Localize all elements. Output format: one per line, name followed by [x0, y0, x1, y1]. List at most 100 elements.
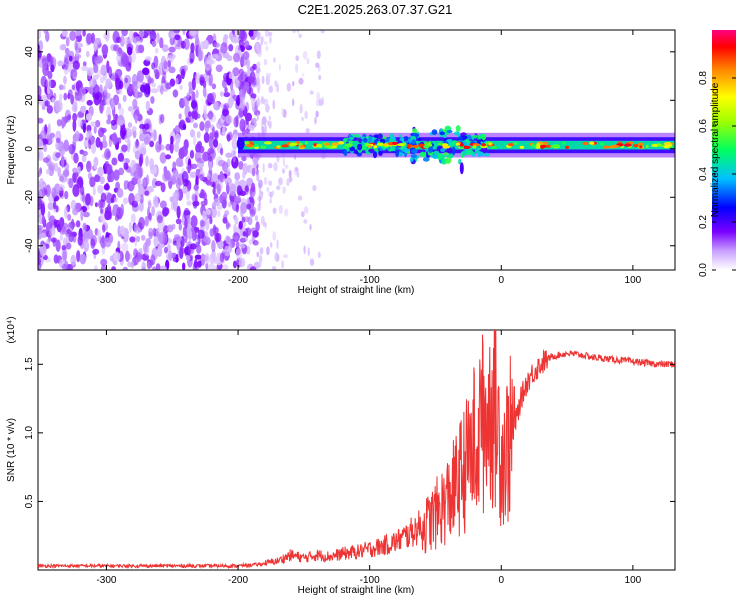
- noise-blob: [224, 86, 228, 94]
- noise-blob: [261, 75, 265, 85]
- noise-blob: [255, 69, 260, 79]
- noise-blob: [127, 122, 133, 128]
- carrier-turbulence: [476, 139, 482, 143]
- noise-blob: [86, 33, 93, 45]
- noise-blob: [68, 178, 74, 189]
- noise-blob: [260, 121, 263, 128]
- noise-blob: [318, 98, 323, 105]
- carrier-turbulence: [389, 146, 396, 152]
- noise-blob: [276, 239, 279, 250]
- noise-blob: [75, 30, 82, 37]
- carrier-peak: [442, 145, 451, 149]
- noise-blob: [238, 30, 246, 41]
- noise-blob: [72, 60, 80, 70]
- noise-blob: [162, 71, 167, 81]
- noise-blob: [199, 219, 205, 228]
- carrier-turbulence: [459, 162, 464, 175]
- noise-blob: [224, 245, 231, 257]
- noise-blob: [74, 130, 80, 140]
- spectrogram-y-ticks: -40 -20 0 20 40: [24, 46, 675, 253]
- noise-blob: [193, 135, 197, 146]
- noise-blob: [250, 97, 255, 108]
- noise-blob: [217, 159, 226, 167]
- noise-blob: [90, 121, 96, 127]
- noise-blob: [38, 188, 45, 200]
- noise-blob: [210, 181, 216, 188]
- noise-blob: [318, 74, 322, 80]
- noise-blob: [121, 242, 129, 252]
- noise-blob: [76, 178, 84, 189]
- noise-blob: [232, 232, 240, 243]
- noise-blob: [172, 169, 179, 179]
- noise-blob: [53, 200, 57, 210]
- colorbar-tick-label: 0.2: [698, 215, 709, 229]
- noise-blob: [272, 99, 276, 110]
- snr-x-ticks: -300 -200 -100 0 100: [96, 330, 642, 586]
- noise-blob: [256, 172, 260, 182]
- noise-blob: [217, 210, 221, 218]
- noise-blob: [134, 109, 140, 116]
- noise-blob: [171, 223, 176, 230]
- noise-blob: [50, 64, 55, 73]
- noise-blob: [105, 78, 112, 88]
- noise-blob: [263, 177, 268, 185]
- carrier-peak: [329, 145, 338, 149]
- noise-blob: [196, 131, 201, 139]
- carrier-turbulence: [363, 137, 368, 143]
- noise-blob: [178, 147, 185, 160]
- noise-blob: [189, 149, 195, 159]
- noise-blob: [72, 208, 79, 216]
- noise-blob: [295, 63, 299, 74]
- noise-blob: [76, 250, 81, 263]
- carrier-turbulence: [440, 148, 446, 153]
- carrier-turbulence: [373, 139, 378, 145]
- noise-blob: [156, 32, 160, 44]
- noise-blob: [223, 34, 229, 40]
- noise-blob: [229, 183, 236, 197]
- noise-blob: [200, 200, 207, 206]
- noise-blob: [182, 96, 190, 107]
- noise-blob: [244, 216, 250, 223]
- carrier-peak: [582, 141, 589, 146]
- noise-blob: [296, 30, 300, 34]
- noise-blob: [244, 185, 249, 192]
- noise-blob: [127, 261, 133, 268]
- noise-blob: [38, 138, 44, 150]
- noise-blob: [59, 217, 65, 228]
- carrier-peak: [481, 143, 486, 147]
- noise-blob: [81, 228, 87, 237]
- noise-blob: [72, 112, 78, 122]
- carrier-turbulence: [403, 136, 409, 140]
- noise-blob: [132, 98, 138, 109]
- noise-blob: [203, 192, 208, 201]
- carrier-peak: [589, 141, 595, 145]
- noise-blob: [199, 79, 204, 86]
- noise-blob: [129, 236, 136, 243]
- noise-blob: [281, 107, 284, 117]
- carrier-peak: [455, 142, 460, 146]
- noise-blob: [55, 152, 61, 159]
- noise-blob: [88, 139, 92, 150]
- noise-blob: [130, 159, 137, 173]
- noise-blob: [304, 206, 309, 214]
- spectrogram-frame: [37, 29, 676, 271]
- noise-blob: [71, 84, 76, 91]
- noise-blob: [265, 72, 268, 82]
- noise-blob: [309, 258, 315, 267]
- carrier-peak: [609, 145, 616, 149]
- noise-blob: [118, 107, 125, 116]
- noise-blob: [215, 64, 223, 73]
- noise-blob: [213, 138, 219, 148]
- noise-blob: [235, 247, 243, 260]
- noise-blob: [193, 122, 198, 129]
- colorbar: 0.0 0.2 0.4 0.6 0.8 Normalized spectral ampl…: [698, 30, 736, 277]
- colorbar-tick-label: 0.6: [698, 119, 709, 133]
- noise-blob: [261, 95, 264, 102]
- noise-blob: [72, 167, 78, 174]
- snr-y-tick-label: 1.0: [24, 425, 35, 439]
- noise-blob: [123, 80, 129, 90]
- noise-blob: [113, 197, 118, 203]
- noise-blob: [143, 123, 150, 130]
- noise-blob: [207, 155, 213, 162]
- carrier-turbulence: [433, 150, 440, 156]
